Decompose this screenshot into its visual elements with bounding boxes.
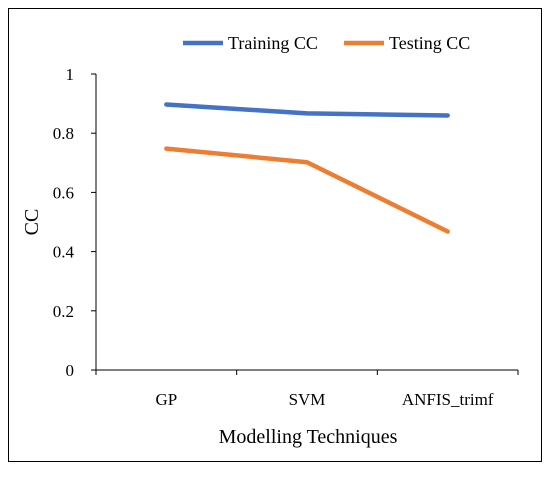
legend-item: Training CC — [183, 33, 318, 53]
y-axis-title: CC — [21, 209, 43, 236]
x-tick-label: ANFIS_trimf — [402, 390, 494, 409]
legend-label: Training CC — [228, 33, 318, 53]
x-tick-label: SVM — [289, 390, 326, 409]
chart-frame — [8, 8, 542, 462]
y-axis: 0 0.2 0.4 0.6 0.8 1 — [53, 65, 97, 380]
legend-item: Testing CC — [344, 33, 470, 53]
y-tick-label: 0.8 — [53, 124, 74, 143]
x-tick-label: GP — [155, 390, 177, 409]
y-tick-label: 0 — [66, 361, 75, 380]
legend-label: Testing CC — [389, 33, 470, 53]
x-axis-title: Modelling Techniques — [219, 426, 398, 448]
y-tick-label: 0.2 — [53, 302, 74, 321]
series-line — [164, 102, 450, 118]
series-layer — [164, 102, 450, 234]
x-axis: GP SVM ANFIS_trimf — [95, 369, 519, 409]
y-tick-label: 0.4 — [53, 243, 75, 262]
y-tick-label: 0.6 — [53, 183, 74, 202]
legend: Training CC Testing CC — [183, 33, 470, 53]
y-tick-label: 1 — [66, 65, 75, 84]
series-line — [164, 146, 450, 234]
